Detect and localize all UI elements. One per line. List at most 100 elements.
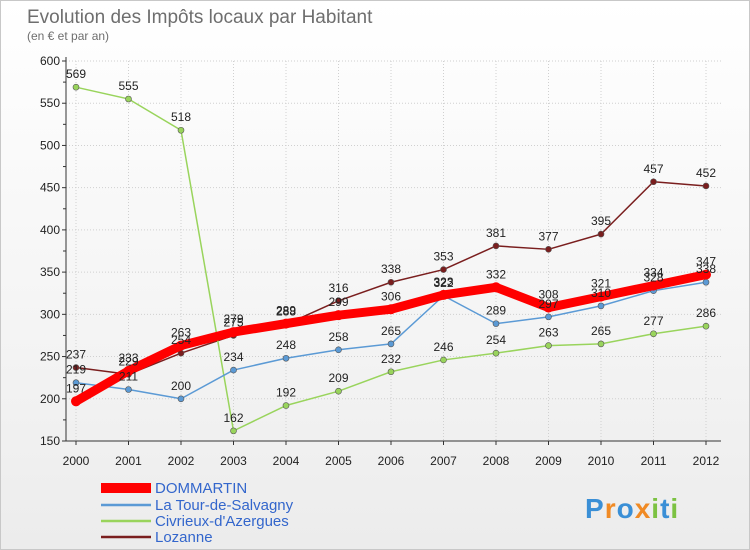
data-label-civrieux-d-azergues: 232 <box>381 352 401 366</box>
legend-label-dommartin: DOMMARTIN <box>155 480 247 497</box>
data-label-la-tour-de-salvagny: 211 <box>119 369 138 383</box>
y-tick-label: 150 <box>40 434 60 448</box>
y-tick-label: 500 <box>40 138 60 152</box>
data-point-la-tour-de-salvagny <box>282 354 290 362</box>
data-point-civrieux-d-azergues <box>125 95 132 103</box>
grid-layer <box>66 60 721 441</box>
data-point-civrieux-d-azergues <box>702 322 710 330</box>
x-tick-label: 2004 <box>273 454 300 468</box>
data-label-civrieux-d-azergues: 555 <box>118 79 138 93</box>
data-point-la-tour-de-salvagny <box>545 313 552 321</box>
data-point-dommartin <box>123 365 134 376</box>
data-label-dommartin: 279 <box>223 312 243 326</box>
brand-letter: t <box>660 493 670 524</box>
data-label-la-tour-de-salvagny: 265 <box>381 324 401 338</box>
data-point-dommartin <box>438 289 449 300</box>
data-label-la-tour-de-salvagny: 310 <box>591 286 611 300</box>
x-tick-label: 2010 <box>588 454 615 468</box>
data-label-lozanne: 353 <box>433 250 453 264</box>
data-label-dommartin: 321 <box>591 277 611 291</box>
data-point-la-tour-de-salvagny <box>177 395 185 403</box>
data-point-civrieux-d-azergues <box>650 330 657 338</box>
x-tick-label: 2005 <box>325 454 352 468</box>
data-label-la-tour-de-salvagny: 219 <box>66 363 86 377</box>
data-point-civrieux-d-azergues <box>230 427 237 435</box>
data-point-lozanne <box>387 278 395 286</box>
brand-logo: Proxiti <box>585 493 679 524</box>
data-point-dommartin <box>71 396 81 407</box>
data-point-la-tour-de-salvagny <box>702 278 710 286</box>
data-label-dommartin: 299 <box>328 295 348 309</box>
data-label-lozanne: 254 <box>171 333 191 347</box>
data-label-civrieux-d-azergues: 162 <box>223 411 243 425</box>
data-point-civrieux-d-azergues <box>545 342 552 349</box>
data-label-lozanne: 275 <box>223 315 243 329</box>
data-point-dommartin <box>596 291 606 302</box>
data-label-dommartin: 289 <box>276 304 296 318</box>
data-point-civrieux-d-azergues <box>335 387 342 395</box>
data-point-civrieux-d-azergues <box>492 349 500 357</box>
data-label-lozanne: 338 <box>381 262 401 276</box>
data-point-la-tour-de-salvagny <box>492 320 500 327</box>
data-point-la-tour-de-salvagny <box>597 302 605 310</box>
x-tick-label: 2006 <box>378 454 405 468</box>
data-point-la-tour-de-salvagny <box>72 379 80 387</box>
data-label-la-tour-de-salvagny: 200 <box>171 379 191 393</box>
data-point-lozanne <box>650 178 657 186</box>
data-label-la-tour-de-salvagny: 289 <box>486 304 506 318</box>
data-label-dommartin: 306 <box>381 289 401 303</box>
data-point-civrieux-d-azergues <box>597 340 605 348</box>
data-point-civrieux-d-azergues <box>440 356 447 364</box>
data-point-civrieux-d-azergues <box>72 83 80 91</box>
x-tick-label: 2009 <box>535 454 562 468</box>
data-label-la-tour-de-salvagny: 338 <box>696 262 716 276</box>
data-point-lozanne <box>492 242 500 250</box>
data-label-dommartin: 308 <box>538 288 558 302</box>
x-tick-label: 2001 <box>115 454 142 468</box>
data-label-lozanne: 288 <box>276 304 296 318</box>
data-label-lozanne: 229 <box>118 354 138 368</box>
x-tick-label: 2007 <box>430 454 457 468</box>
data-label-civrieux-d-azergues: 254 <box>486 333 506 347</box>
y-tick-label: 600 <box>40 54 60 68</box>
data-point-civrieux-d-azergues <box>387 368 395 376</box>
y-tick-label: 200 <box>40 392 60 406</box>
data-label-lozanne: 395 <box>591 214 611 228</box>
data-point-dommartin <box>176 340 186 351</box>
data-label-civrieux-d-azergues: 286 <box>696 306 716 320</box>
x-tick-label: 2011 <box>641 454 667 468</box>
brand-letter: i <box>670 493 679 524</box>
data-point-dommartin <box>333 310 344 321</box>
data-label-la-tour-de-salvagny: 328 <box>643 271 663 285</box>
data-point-dommartin <box>281 318 291 329</box>
brand-letter: x <box>635 493 652 524</box>
data-label-dommartin: 347 <box>696 255 716 269</box>
data-point-la-tour-de-salvagny <box>230 366 237 374</box>
data-label-dommartin: 334 <box>643 266 663 280</box>
brand-letter: r <box>605 493 617 524</box>
data-label-dommartin: 332 <box>486 267 506 281</box>
brand-letter: P <box>585 493 605 524</box>
x-tick-label: 2008 <box>483 454 510 468</box>
data-label-dommartin: 233 <box>118 351 138 365</box>
data-label-la-tour-de-salvagny: 258 <box>328 330 348 344</box>
data-label-lozanne: 237 <box>66 348 86 362</box>
data-label-civrieux-d-azergues: 265 <box>591 324 611 338</box>
data-point-dommartin <box>648 280 659 291</box>
data-label-dommartin: 263 <box>171 326 191 340</box>
data-label-civrieux-d-azergues: 246 <box>433 340 453 354</box>
brand-letter: o <box>617 493 635 524</box>
legend-label-la-tour-de-salvagny: La Tour-de-Salvagny <box>155 497 294 514</box>
axis-layer: 150 200 250 300 350 400 450 500 550 600 2000 2001 20… <box>40 54 721 468</box>
data-point-dommartin <box>386 304 396 315</box>
data-label-civrieux-d-azergues: 277 <box>643 314 663 328</box>
data-point-dommartin <box>491 282 501 293</box>
data-point-lozanne <box>597 230 605 238</box>
data-label-civrieux-d-azergues: 263 <box>538 326 558 340</box>
chart-subtitle: (en € et par an) <box>27 29 109 43</box>
data-label-dommartin: 323 <box>433 275 453 289</box>
data-label-civrieux-d-azergues: 209 <box>328 371 348 385</box>
data-point-lozanne <box>545 246 552 253</box>
